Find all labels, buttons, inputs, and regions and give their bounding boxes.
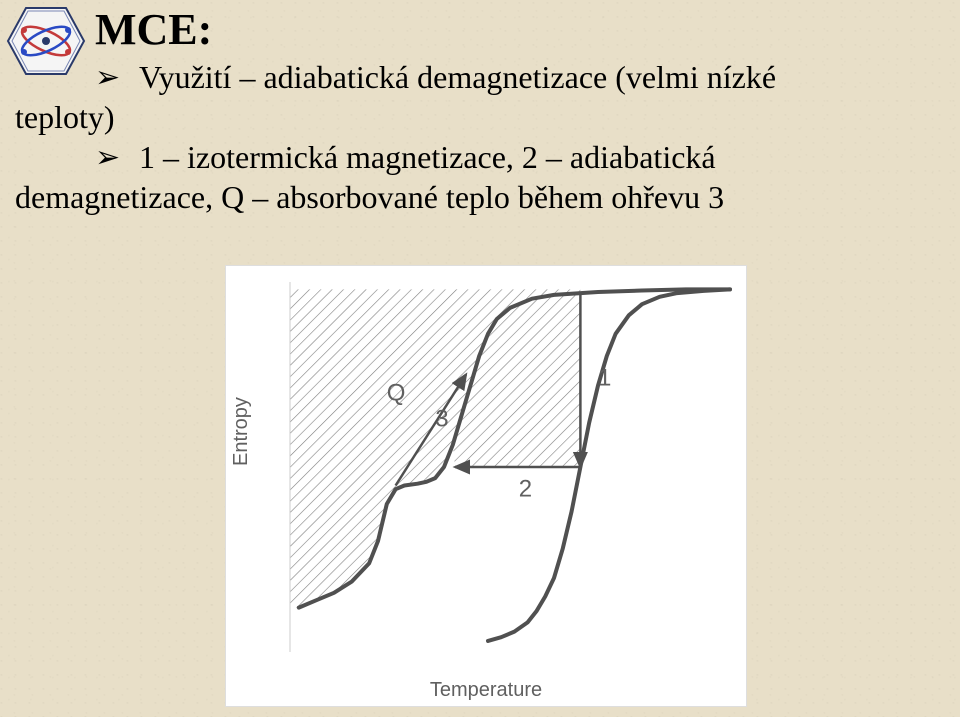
svg-text:2: 2: [519, 476, 532, 503]
svg-text:Q: Q: [387, 379, 406, 406]
slide-title: MCE:: [95, 4, 940, 55]
x-axis-label: Temperature: [226, 679, 746, 702]
bullet-glyph: ➢: [95, 59, 139, 97]
bullet-2-cont: demagnetizace, Q – absorbované teplo běh…: [0, 177, 940, 217]
bullet-1-text: Využití – adiabatická demagnetizace (vel…: [139, 59, 776, 95]
bullet-2-text: 1 – izotermická magnetizace, 2 – adiabat…: [139, 139, 716, 175]
bullet-glyph: ➢: [95, 139, 139, 177]
svg-text:1: 1: [598, 365, 611, 392]
slide-text-block: MCE: ➢Využití – adiabatická demagnetizac…: [95, 4, 940, 217]
bullet-1-cont: teploty): [0, 97, 940, 137]
institute-logo: [6, 6, 86, 76]
bullet-2: ➢1 – izotermická magnetizace, 2 – adiaba…: [95, 137, 940, 177]
entropy-temperature-figure: Entropy Q 3 1 2 Temperature: [225, 265, 747, 707]
svg-text:3: 3: [435, 405, 448, 432]
plot-svg: Q 3 1 2: [270, 272, 740, 672]
y-axis-label: Entropy: [230, 397, 253, 466]
bullet-1: ➢Využití – adiabatická demagnetizace (ve…: [95, 57, 940, 97]
